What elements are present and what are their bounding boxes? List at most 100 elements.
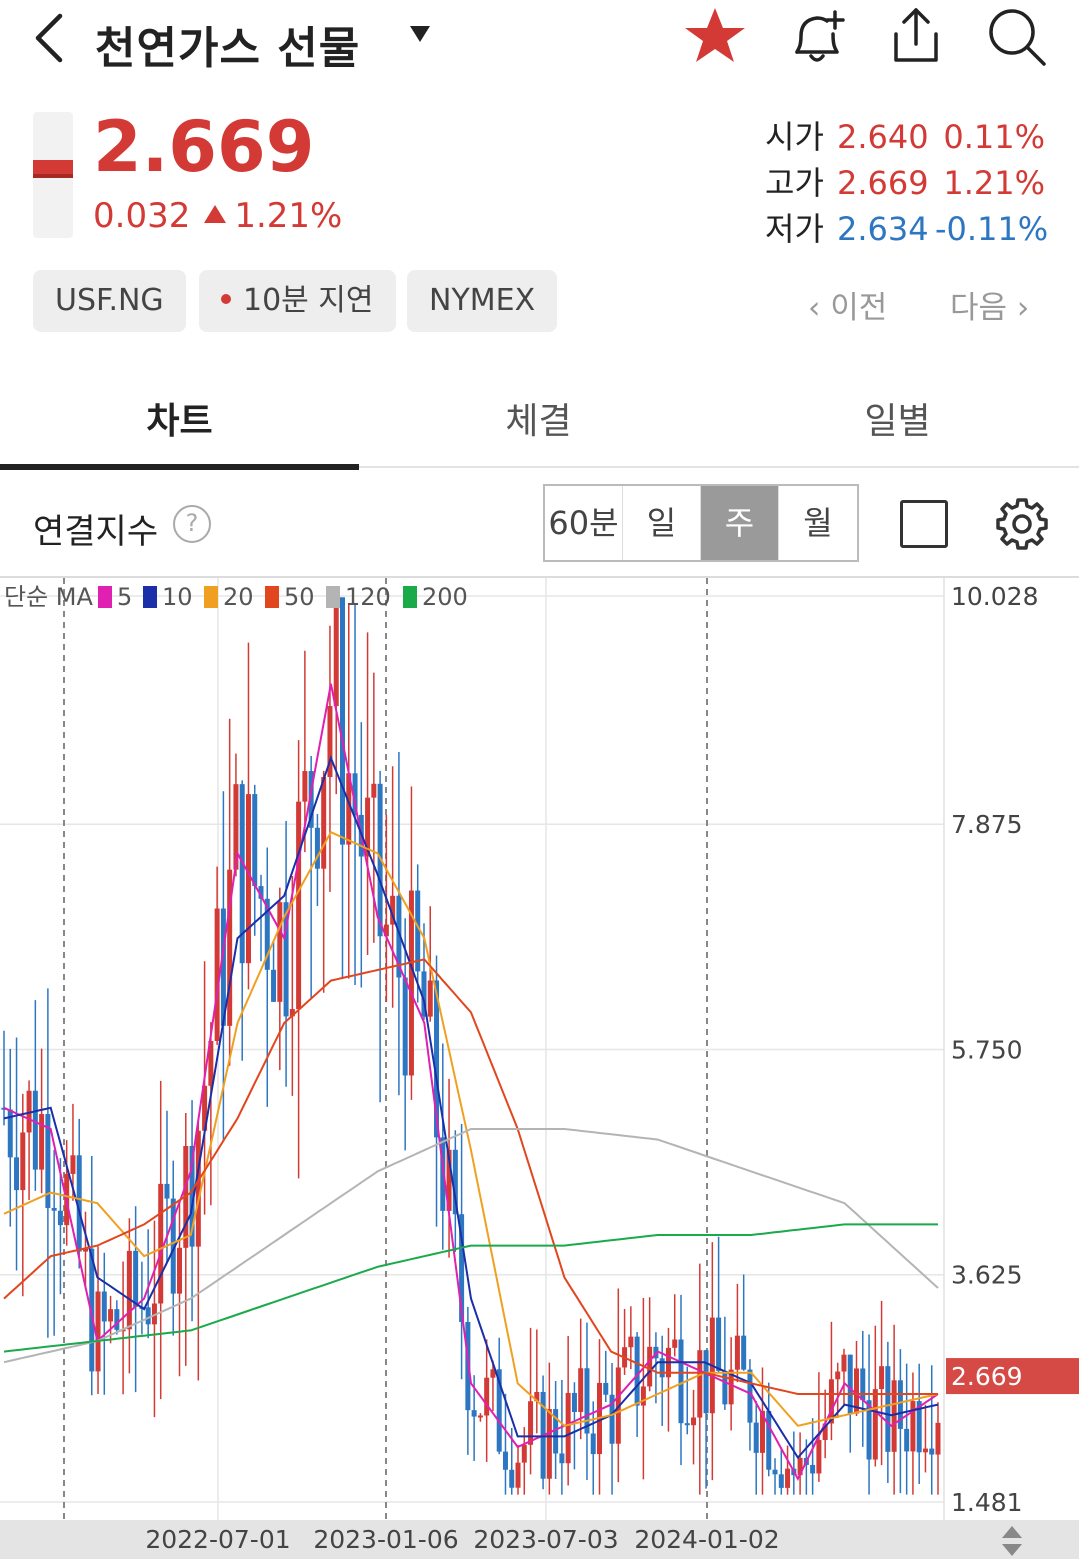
candle-body (916, 1401, 922, 1453)
candle-body (897, 1380, 903, 1429)
x-tick-label: 2023-07-03 (473, 1525, 618, 1554)
candle-body (647, 1346, 653, 1387)
candle-body (133, 1250, 139, 1307)
candle-body (810, 1464, 816, 1474)
candle-body (766, 1410, 772, 1470)
back-arrow-icon[interactable] (30, 10, 70, 66)
candle-body (609, 1394, 615, 1444)
tab-divider (0, 466, 1079, 468)
x-tick-label: 2023-01-06 (313, 1525, 458, 1554)
candle-body (339, 597, 345, 845)
candle-body (95, 1291, 101, 1372)
next-button[interactable]: 다음 › (950, 282, 1029, 327)
legend-prefix: 단순 MA (4, 583, 93, 611)
candle-body (51, 1207, 57, 1211)
candle-body (659, 1358, 665, 1378)
candle-body (590, 1433, 596, 1455)
candle-body (722, 1370, 728, 1405)
symbol-chip[interactable]: USF.NG (33, 270, 186, 332)
tab-active-indicator (0, 464, 359, 470)
candle-body (239, 784, 245, 964)
page-title[interactable]: 천연가스 선물 (95, 23, 361, 74)
candle-body (640, 1386, 646, 1406)
candle-body (283, 902, 289, 1017)
period-60min[interactable]: 60분 (545, 486, 623, 560)
star-icon[interactable] (683, 4, 747, 68)
candle-body (634, 1336, 640, 1406)
tab-trades[interactable]: 체결 (505, 401, 572, 442)
candle-body (108, 1309, 114, 1322)
low-value: 2.634 (837, 210, 929, 248)
candle-body (408, 890, 414, 1076)
candle-body (308, 771, 314, 828)
candle-body (728, 1369, 734, 1405)
candle-body (816, 1440, 822, 1474)
prev-button[interactable]: ‹ 이전 (808, 282, 887, 327)
candle-body (70, 1155, 76, 1174)
help-icon[interactable]: ? (173, 505, 211, 543)
bell-plus-icon[interactable] (785, 4, 849, 68)
candle-body (158, 1183, 164, 1304)
candle-body (402, 977, 408, 1076)
candle-body (446, 1149, 452, 1211)
candle-body (672, 1339, 678, 1348)
candle-body (396, 895, 402, 978)
candle-body (346, 773, 352, 845)
high-percent: 1.21% (943, 164, 1045, 202)
candle-body (189, 1145, 195, 1247)
candle-body (302, 771, 308, 802)
legend-swatch (143, 586, 157, 608)
legend-swatch (326, 586, 340, 608)
caret-down-icon[interactable] (410, 26, 430, 42)
candle-body (177, 1247, 183, 1294)
chevron-right-icon: › (1016, 290, 1030, 326)
candle-body (440, 1137, 446, 1211)
candle-body (245, 794, 251, 964)
x-tick-label: 2022-07-01 (145, 1525, 290, 1554)
candle-body (271, 969, 277, 1002)
period-week[interactable]: 주 (701, 486, 779, 560)
candle-body (741, 1335, 747, 1370)
candle-body (264, 898, 270, 970)
candle-body (910, 1401, 916, 1452)
candle-body (509, 1469, 515, 1488)
delay-chip[interactable]: 10분 지연 (199, 270, 396, 332)
chart-type-label[interactable]: 연결지수 (33, 512, 159, 552)
candle-body (296, 801, 302, 1010)
exchange-chip[interactable]: NYMEX (407, 270, 558, 332)
up-triangle-icon (204, 205, 227, 223)
ohl-summary: 시가 2.640 0.11% 고가 2.669 1.21% 저가 2.634 -… (765, 114, 1048, 252)
candle-body (797, 1457, 803, 1476)
candle-body (872, 1389, 878, 1460)
share-icon[interactable] (884, 4, 948, 68)
candle-body (785, 1468, 791, 1488)
candle-body (929, 1448, 935, 1455)
high-row: 고가 2.669 1.21% (765, 160, 1045, 206)
tab-daily[interactable]: 일별 (864, 401, 931, 442)
candle-body (734, 1335, 740, 1370)
period-day[interactable]: 일 (623, 486, 701, 560)
search-icon[interactable] (984, 4, 1048, 68)
ma-line-50 (3, 958, 938, 1395)
candle-body (847, 1354, 853, 1414)
tab-chart[interactable]: 차트 (146, 401, 213, 442)
candle-body (20, 1132, 26, 1191)
candle-body (434, 980, 440, 1138)
candle-body (885, 1366, 891, 1452)
legend-label: 10 (162, 583, 193, 611)
candle-body (208, 1040, 214, 1086)
header: 천연가스 선물 (0, 0, 1079, 80)
candle-body (383, 924, 389, 937)
fullscreen-icon[interactable] (900, 500, 948, 548)
period-month[interactable]: 월 (803, 504, 833, 542)
y-tick-label: 5.750 (951, 1035, 1023, 1064)
high-label: 고가 (765, 164, 824, 202)
candle-body (502, 1451, 508, 1470)
candle-body (327, 706, 333, 778)
candle-body (772, 1469, 778, 1475)
candle-body (528, 1401, 534, 1445)
price-chart[interactable]: 10.028 7.875 5.750 3.625 1.481 2022-07-01 2023… (0, 578, 1079, 1559)
legend-label: 50 (284, 583, 315, 611)
candle-body (415, 890, 421, 972)
gear-icon[interactable] (994, 496, 1050, 552)
